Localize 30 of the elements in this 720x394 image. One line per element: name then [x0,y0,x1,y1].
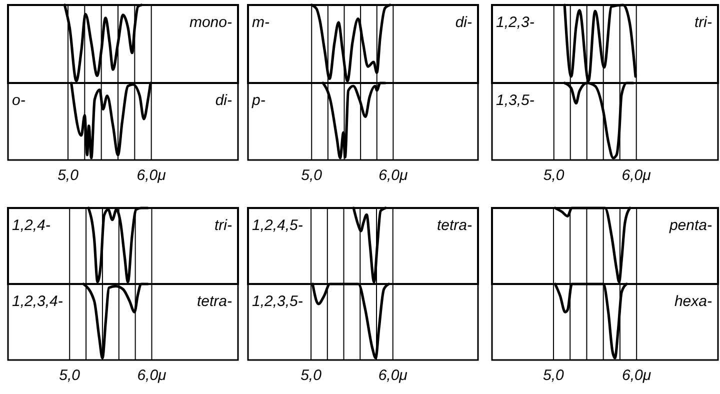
x-tick-label: 6,0μ [136,167,166,184]
annotation: tetra- [196,293,232,310]
annotation: tri- [694,14,712,31]
x-tick-label: 5,0 [300,367,322,384]
annotation: di- [455,14,472,31]
annotation: mono- [189,14,232,31]
text: 1,3,5- [496,92,534,109]
annotation: di- [215,92,232,109]
text: o- [12,92,26,109]
annotation: hexa- [674,293,712,310]
text: p- [251,92,266,109]
x-tick-label: 6,0μ [137,367,166,384]
x-tick-label: 5,0 [301,167,323,184]
text: m- [252,14,270,31]
text: 1,2,4- [12,217,50,234]
x-tick-label: 5,0 [59,367,81,384]
series-label: 1,2,3,4- [12,293,63,310]
text: 1,2,3- [496,14,534,31]
x-tick-label: 5,0 [543,167,565,184]
x-tick-label: 6,0μ [622,367,652,384]
x-tick-label: 6,0μ [378,367,408,384]
text: 1,2,4,5- [252,217,303,234]
annotation: penta- [668,217,712,234]
x-tick-label: 6,0μ [622,167,651,184]
x-tick-label: 5,0 [543,367,565,384]
annotation: tetra- [436,217,472,234]
x-tick-label: 5,0 [58,167,80,184]
series-label: 1,2,3,5- [252,293,303,310]
x-tick-label: 6,0μ [378,167,408,184]
annotation: tri- [214,217,232,234]
